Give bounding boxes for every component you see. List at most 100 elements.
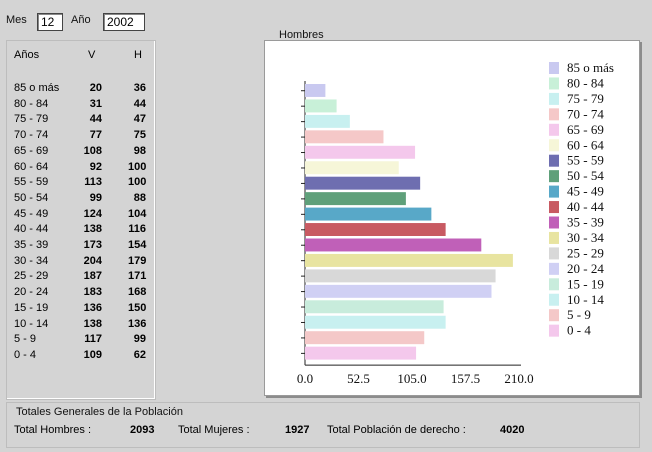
cell-v: 77 <box>89 129 102 142</box>
legend-swatch <box>549 231 559 244</box>
bar <box>305 284 492 298</box>
total-population-value: 4020 <box>500 424 525 436</box>
legend-label: 25 - 29 <box>567 245 604 260</box>
total-men-label: Total Hombres : <box>14 424 92 436</box>
cell-v: 136 <box>83 301 102 314</box>
legend-label: 85 o más <box>567 60 614 75</box>
cell-age: 70 - 74 <box>14 129 49 142</box>
legend-swatch <box>549 92 559 105</box>
cell-h: 75 <box>133 129 146 142</box>
cell-v: 109 <box>83 348 102 361</box>
cell-h: 116 <box>128 223 146 236</box>
legend-label: 15 - 19 <box>567 276 604 291</box>
totals-panel <box>6 402 640 448</box>
total-men-value: 2093 <box>130 424 155 436</box>
cell-v: 204 <box>83 254 102 267</box>
bar <box>305 331 425 345</box>
cell-h: 100 <box>128 160 147 173</box>
cell-age: 40 - 44 <box>14 223 49 236</box>
legend-label: 65 - 69 <box>567 122 604 137</box>
legend-label: 5 - 9 <box>567 307 591 322</box>
cell-h: 150 <box>128 301 147 314</box>
legend-swatch <box>549 77 559 90</box>
legend-label: 0 - 4 <box>567 323 591 338</box>
cell-v: 20 <box>89 82 102 94</box>
cell-v: 173 <box>83 239 102 251</box>
bar <box>305 223 446 236</box>
legend-label: 70 - 74 <box>567 106 604 121</box>
cell-age: 35 - 39 <box>14 239 49 251</box>
legend-swatch <box>549 201 559 214</box>
bar <box>305 192 406 206</box>
legend-swatch <box>549 309 559 322</box>
bar <box>305 114 350 128</box>
col-header-h: H <box>134 49 142 61</box>
legend-label: 40 - 44 <box>567 199 604 214</box>
cell-h: 47 <box>133 113 146 126</box>
cell-h: 98 <box>133 144 146 157</box>
cell-age: 75 - 79 <box>14 113 49 126</box>
legend-swatch <box>549 247 559 260</box>
bar <box>305 176 421 190</box>
cell-v: 108 <box>83 144 102 157</box>
col-header-v: V <box>88 49 96 61</box>
legend-swatch <box>549 108 559 121</box>
bar <box>305 84 326 97</box>
legend-swatch <box>549 262 559 275</box>
legend-label: 20 - 24 <box>567 261 604 276</box>
cell-age: 55 - 59 <box>14 176 49 189</box>
total-women-label: Total Mujeres : <box>178 424 250 436</box>
cell-h: 44 <box>133 97 146 110</box>
cell-v: 117 <box>84 333 102 346</box>
bar <box>305 238 482 252</box>
cell-v: 183 <box>83 286 102 299</box>
chart-title: Hombres <box>279 29 324 41</box>
cell-h: 154 <box>128 239 147 251</box>
bar <box>305 346 417 360</box>
data-table-panel <box>6 40 156 400</box>
cell-h: 104 <box>128 207 147 220</box>
cell-age: 5 - 9 <box>14 333 37 346</box>
legend-swatch <box>549 154 559 167</box>
cell-age: 45 - 49 <box>14 207 49 220</box>
cell-age: 30 - 34 <box>14 254 49 267</box>
cell-h: 100 <box>128 176 147 189</box>
cell-v: 187 <box>83 270 102 283</box>
cell-age: 15 - 19 <box>14 301 49 314</box>
cell-age: 50 - 54 <box>14 191 49 204</box>
bar <box>305 300 444 314</box>
cell-h: 88 <box>133 191 146 204</box>
col-header-age: Años <box>14 49 40 61</box>
legend-label: 30 - 34 <box>567 230 604 245</box>
total-population-label: Total Población de derecho : <box>327 424 466 436</box>
legend-label: 75 - 79 <box>567 91 604 106</box>
cell-h: 36 <box>133 82 146 94</box>
year-input[interactable]: 2002 <box>103 13 145 31</box>
cell-age: 80 - 84 <box>14 97 49 110</box>
cell-h: 179 <box>128 254 147 267</box>
year-label: Año <box>71 14 91 26</box>
x-tick-label: 105.0 <box>397 371 426 386</box>
cell-age: 20 - 24 <box>14 286 49 299</box>
total-women-value: 1927 <box>285 424 310 436</box>
cell-h: 62 <box>133 348 146 361</box>
x-tick-label: 52.5 <box>347 371 370 386</box>
cell-v: 31 <box>89 97 102 110</box>
legend-swatch <box>549 123 559 136</box>
x-tick-label: 0.0 <box>297 371 313 386</box>
cell-age: 85 o más <box>14 82 60 94</box>
bar <box>305 145 416 159</box>
bar <box>305 253 513 267</box>
cell-age: 60 - 64 <box>14 160 49 173</box>
cell-v: 44 <box>89 113 102 126</box>
cell-v: 124 <box>83 207 102 220</box>
cell-v: 92 <box>89 160 102 173</box>
x-tick-label: 210.0 <box>504 371 533 386</box>
legend-label: 60 - 64 <box>567 137 604 152</box>
chart-frame: 0.0 52.5 105.0 157.5 210.0 85 o más 80 - 84 75 … <box>264 40 640 396</box>
month-input[interactable]: 12 <box>37 13 63 31</box>
cell-h: 99 <box>133 333 146 346</box>
bar <box>305 269 496 283</box>
cell-age: 0 - 4 <box>14 348 37 361</box>
